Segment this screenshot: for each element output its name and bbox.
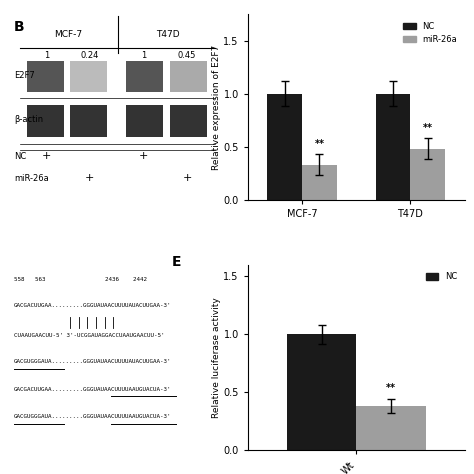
Bar <box>287 334 356 450</box>
Text: GACGUGGGAUA.........GGGUAUAACUUUUAUACUUGAA-3': GACGUGGGAUA.........GGGUAUAACUUUUAUACUUG… <box>14 359 171 364</box>
Text: MCF-7: MCF-7 <box>54 30 82 39</box>
FancyBboxPatch shape <box>27 105 64 137</box>
FancyBboxPatch shape <box>170 61 207 92</box>
Text: B: B <box>14 20 25 34</box>
Text: T47D: T47D <box>156 30 180 39</box>
Text: 0.24: 0.24 <box>81 51 99 60</box>
Text: CUAAUGAACUU-5' 3'-UCGGAUAGGACCUAAUGAACUU-5': CUAAUGAACUU-5' 3'-UCGGAUAGGACCUAAUGAACUU… <box>14 333 164 338</box>
Text: 0.45: 0.45 <box>178 51 196 60</box>
FancyBboxPatch shape <box>127 61 164 92</box>
FancyBboxPatch shape <box>170 105 207 137</box>
Text: GACGACUUGAA.........GGGUAUAACUUUUAUACUUGAA-3': GACGACUUGAA.........GGGUAUAACUUUUAUACUUG… <box>14 303 171 308</box>
Bar <box>410 149 445 200</box>
Text: β-actin: β-actin <box>14 116 43 125</box>
Text: **: ** <box>423 123 433 133</box>
Text: NC: NC <box>14 152 26 161</box>
Bar <box>356 406 426 450</box>
Y-axis label: Relative expression of E2F7: Relative expression of E2F7 <box>212 45 221 170</box>
FancyBboxPatch shape <box>70 105 107 137</box>
Text: **: ** <box>386 383 396 393</box>
FancyBboxPatch shape <box>27 61 64 92</box>
Bar <box>376 94 410 200</box>
Y-axis label: Relative luciferase activity: Relative luciferase activity <box>212 297 221 418</box>
FancyBboxPatch shape <box>70 61 107 92</box>
Text: GACGACUUGAA.........GGGUAUAACUUUUAAUGUACUA-3': GACGACUUGAA.........GGGUAUAACUUUUAAUGUAC… <box>14 387 171 392</box>
Text: 558   563                 2436    2442: 558 563 2436 2442 <box>14 277 147 282</box>
FancyBboxPatch shape <box>127 105 164 137</box>
Legend: NC, miR-26a: NC, miR-26a <box>400 18 460 47</box>
Text: +: + <box>182 173 192 183</box>
Bar <box>302 165 337 200</box>
Text: 1: 1 <box>141 51 146 60</box>
Bar <box>267 94 302 200</box>
Text: E: E <box>172 255 182 269</box>
Text: miR-26a: miR-26a <box>14 174 48 183</box>
Text: +: + <box>85 173 94 183</box>
Legend: NC: NC <box>422 269 460 284</box>
Text: **: ** <box>314 139 324 149</box>
Text: GACGUGGGAUA.........GGGUAUAACUUUUAAUGUACUA-3': GACGUGGGAUA.........GGGUAUAACUUUUAAUGUAC… <box>14 414 171 419</box>
Text: +: + <box>42 151 51 161</box>
Text: E2F7: E2F7 <box>14 71 35 80</box>
Text: +: + <box>139 151 148 161</box>
Text: 1: 1 <box>44 51 49 60</box>
